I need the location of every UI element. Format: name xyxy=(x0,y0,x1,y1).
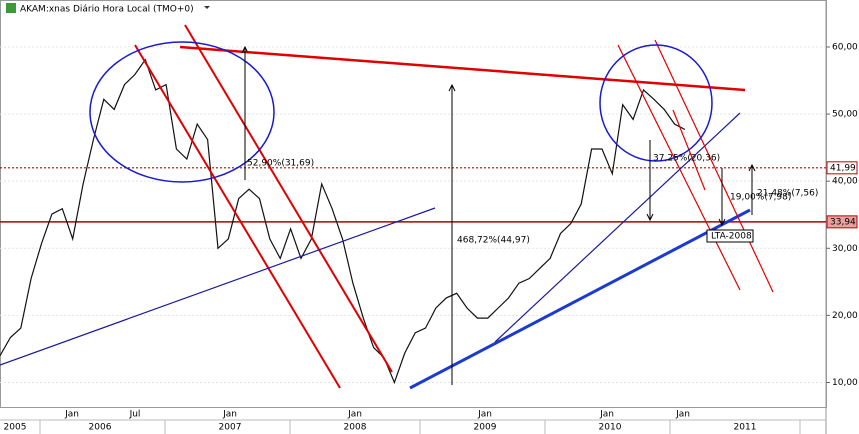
price-tag xyxy=(826,215,858,229)
icon xyxy=(6,3,16,13)
price-tag xyxy=(826,161,858,175)
price-tag-label: 33,94 xyxy=(830,217,856,227)
x-tick-label: Jan xyxy=(477,410,492,420)
trend-line xyxy=(409,208,751,390)
highlight-circle xyxy=(89,41,275,183)
y-tick-label: 60,00 xyxy=(832,42,858,52)
arrow-head xyxy=(748,163,756,172)
annotation: 37,25%(20,36) xyxy=(653,154,720,164)
arrow-head xyxy=(718,218,726,227)
x-tick-label: Jan xyxy=(64,410,79,420)
x-tick-label: 2009 xyxy=(474,423,497,433)
x-tick-label: 2006 xyxy=(89,423,112,433)
x-tick-label: 2007 xyxy=(219,423,242,433)
y-tick-label: 10,00 xyxy=(832,378,858,388)
arrow-head xyxy=(241,45,249,54)
dropdown-arrow[interactable] xyxy=(204,6,210,9)
trend-line xyxy=(134,44,341,389)
x-tick-label: Jan xyxy=(222,410,237,420)
annotation: 21,48%(7,56) xyxy=(757,189,818,199)
price-tag-label: 41,99 xyxy=(830,163,856,173)
x-tick-label: Jan xyxy=(675,410,690,420)
price-line xyxy=(0,58,686,385)
trend-line xyxy=(179,45,746,92)
label-box xyxy=(706,229,754,243)
x-tick-label: Jan xyxy=(347,410,362,420)
annotation: 52,90%(31,69) xyxy=(247,159,314,169)
trend-line xyxy=(184,24,393,373)
x-tick-label: Jul xyxy=(129,410,141,420)
trend-line xyxy=(494,112,741,343)
x-tick-label: 2010 xyxy=(599,423,622,433)
chart-title: AKAM:xnas Diário Hora Local (TMO+0) xyxy=(20,5,194,15)
arrow-head xyxy=(646,213,654,222)
y-tick-label: 40,00 xyxy=(832,177,858,187)
x-tick-label: 2008 xyxy=(344,423,367,433)
x-tick-label: Jan xyxy=(599,410,614,420)
x-tick-label: 2011 xyxy=(734,423,757,433)
annotation: 468,72%(44,97) xyxy=(457,236,530,246)
y-tick-label: 30,00 xyxy=(832,244,858,254)
trend-line xyxy=(0,207,436,366)
highlight-circle xyxy=(599,44,713,162)
annotation: 19,00%(7,98) xyxy=(730,193,791,203)
annotation: LTA-2008 xyxy=(711,232,752,242)
arrow-head xyxy=(448,83,456,92)
trend-line xyxy=(654,39,774,293)
y-tick-label: 50,00 xyxy=(832,110,858,120)
trend-line xyxy=(617,44,741,291)
y-tick-label: 20,00 xyxy=(832,311,858,321)
x-tick-label: 2005 xyxy=(4,423,27,433)
